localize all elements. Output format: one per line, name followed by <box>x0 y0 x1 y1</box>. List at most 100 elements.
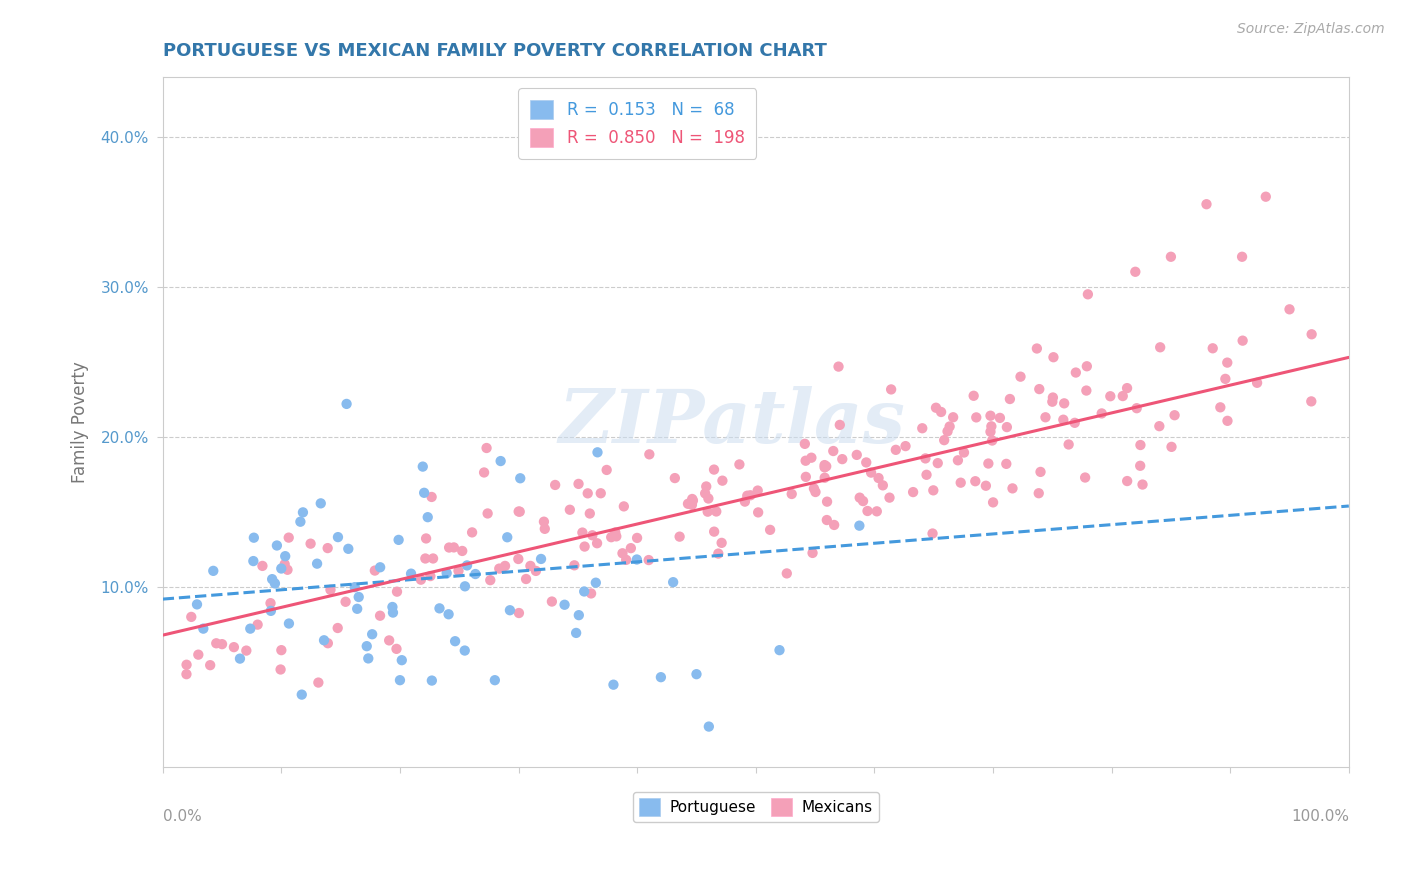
Point <box>662 575 685 590</box>
Text: PORTUGUESE VS MEXICAN FAMILY POVERTY CORRELATION CHART: PORTUGUESE VS MEXICAN FAMILY POVERTY COR… <box>163 42 827 60</box>
Point <box>264 576 287 591</box>
Point <box>307 557 329 571</box>
Point <box>768 643 790 657</box>
Point <box>266 539 288 553</box>
Point <box>451 544 474 558</box>
Point <box>934 433 956 447</box>
Point <box>488 561 510 575</box>
Point <box>270 643 292 657</box>
Point <box>977 457 1000 471</box>
Point <box>444 634 467 648</box>
Point <box>464 567 486 582</box>
Point <box>1010 369 1032 384</box>
Point <box>381 599 404 614</box>
Point <box>544 478 567 492</box>
Point <box>309 496 332 510</box>
Point <box>911 421 934 435</box>
Point <box>1035 410 1057 425</box>
Point <box>262 572 284 586</box>
Point <box>995 420 1018 434</box>
Point <box>915 467 938 482</box>
Point <box>260 604 283 618</box>
Point <box>361 627 384 641</box>
Point <box>979 425 1001 439</box>
Point <box>316 541 339 555</box>
Point <box>813 458 835 472</box>
Point <box>472 466 495 480</box>
Point <box>612 546 634 560</box>
Point <box>638 447 661 461</box>
Point <box>356 639 378 653</box>
Point <box>804 485 827 500</box>
Point <box>620 541 643 556</box>
Point <box>229 651 252 665</box>
Point <box>676 497 699 511</box>
Point <box>682 493 704 508</box>
Point <box>415 532 437 546</box>
Point <box>1149 419 1171 434</box>
Point <box>801 546 824 560</box>
Point <box>1064 366 1087 380</box>
Point <box>901 485 924 500</box>
Point <box>202 564 225 578</box>
Point <box>347 590 370 604</box>
Point <box>479 573 502 587</box>
Point <box>364 564 387 578</box>
Point <box>938 419 960 434</box>
Point <box>252 558 274 573</box>
Point <box>1129 458 1152 473</box>
Point <box>477 507 499 521</box>
Point <box>1301 327 1323 342</box>
Point <box>866 504 889 518</box>
Point <box>312 633 335 648</box>
Point <box>337 541 360 556</box>
Point <box>894 439 917 453</box>
Point <box>813 460 835 475</box>
Point <box>800 450 823 465</box>
Point <box>815 494 838 508</box>
Point <box>385 641 408 656</box>
Point <box>600 530 623 544</box>
Point <box>845 448 868 462</box>
Text: ZIPatlas: ZIPatlas <box>558 385 905 458</box>
Point <box>998 392 1021 406</box>
Point <box>585 575 607 590</box>
Point <box>981 434 1004 448</box>
Point <box>533 515 555 529</box>
Point <box>239 622 262 636</box>
Point <box>697 720 720 734</box>
Point <box>605 529 627 543</box>
Point <box>586 536 609 550</box>
Point <box>385 584 408 599</box>
Point <box>1116 474 1139 488</box>
Point <box>827 359 849 374</box>
Point <box>436 566 458 581</box>
Point <box>565 626 588 640</box>
Point <box>368 560 391 574</box>
Point <box>291 505 314 519</box>
Point <box>346 602 368 616</box>
Point <box>381 606 404 620</box>
Point <box>921 526 943 541</box>
Point <box>589 486 612 500</box>
Point <box>1099 389 1122 403</box>
Point <box>316 636 339 650</box>
Point <box>243 531 266 545</box>
Point <box>747 483 769 498</box>
Point <box>399 566 422 581</box>
Point <box>579 586 602 600</box>
Point <box>860 466 883 480</box>
Point <box>823 444 845 458</box>
Point <box>925 401 948 415</box>
Point <box>456 558 478 573</box>
Point <box>574 584 596 599</box>
Point <box>696 505 718 519</box>
Point <box>198 658 221 673</box>
Point <box>927 456 949 470</box>
Point <box>1112 389 1135 403</box>
Point <box>274 549 297 564</box>
Point <box>176 667 198 681</box>
Point <box>1074 470 1097 484</box>
Point <box>637 553 659 567</box>
Point <box>974 479 997 493</box>
